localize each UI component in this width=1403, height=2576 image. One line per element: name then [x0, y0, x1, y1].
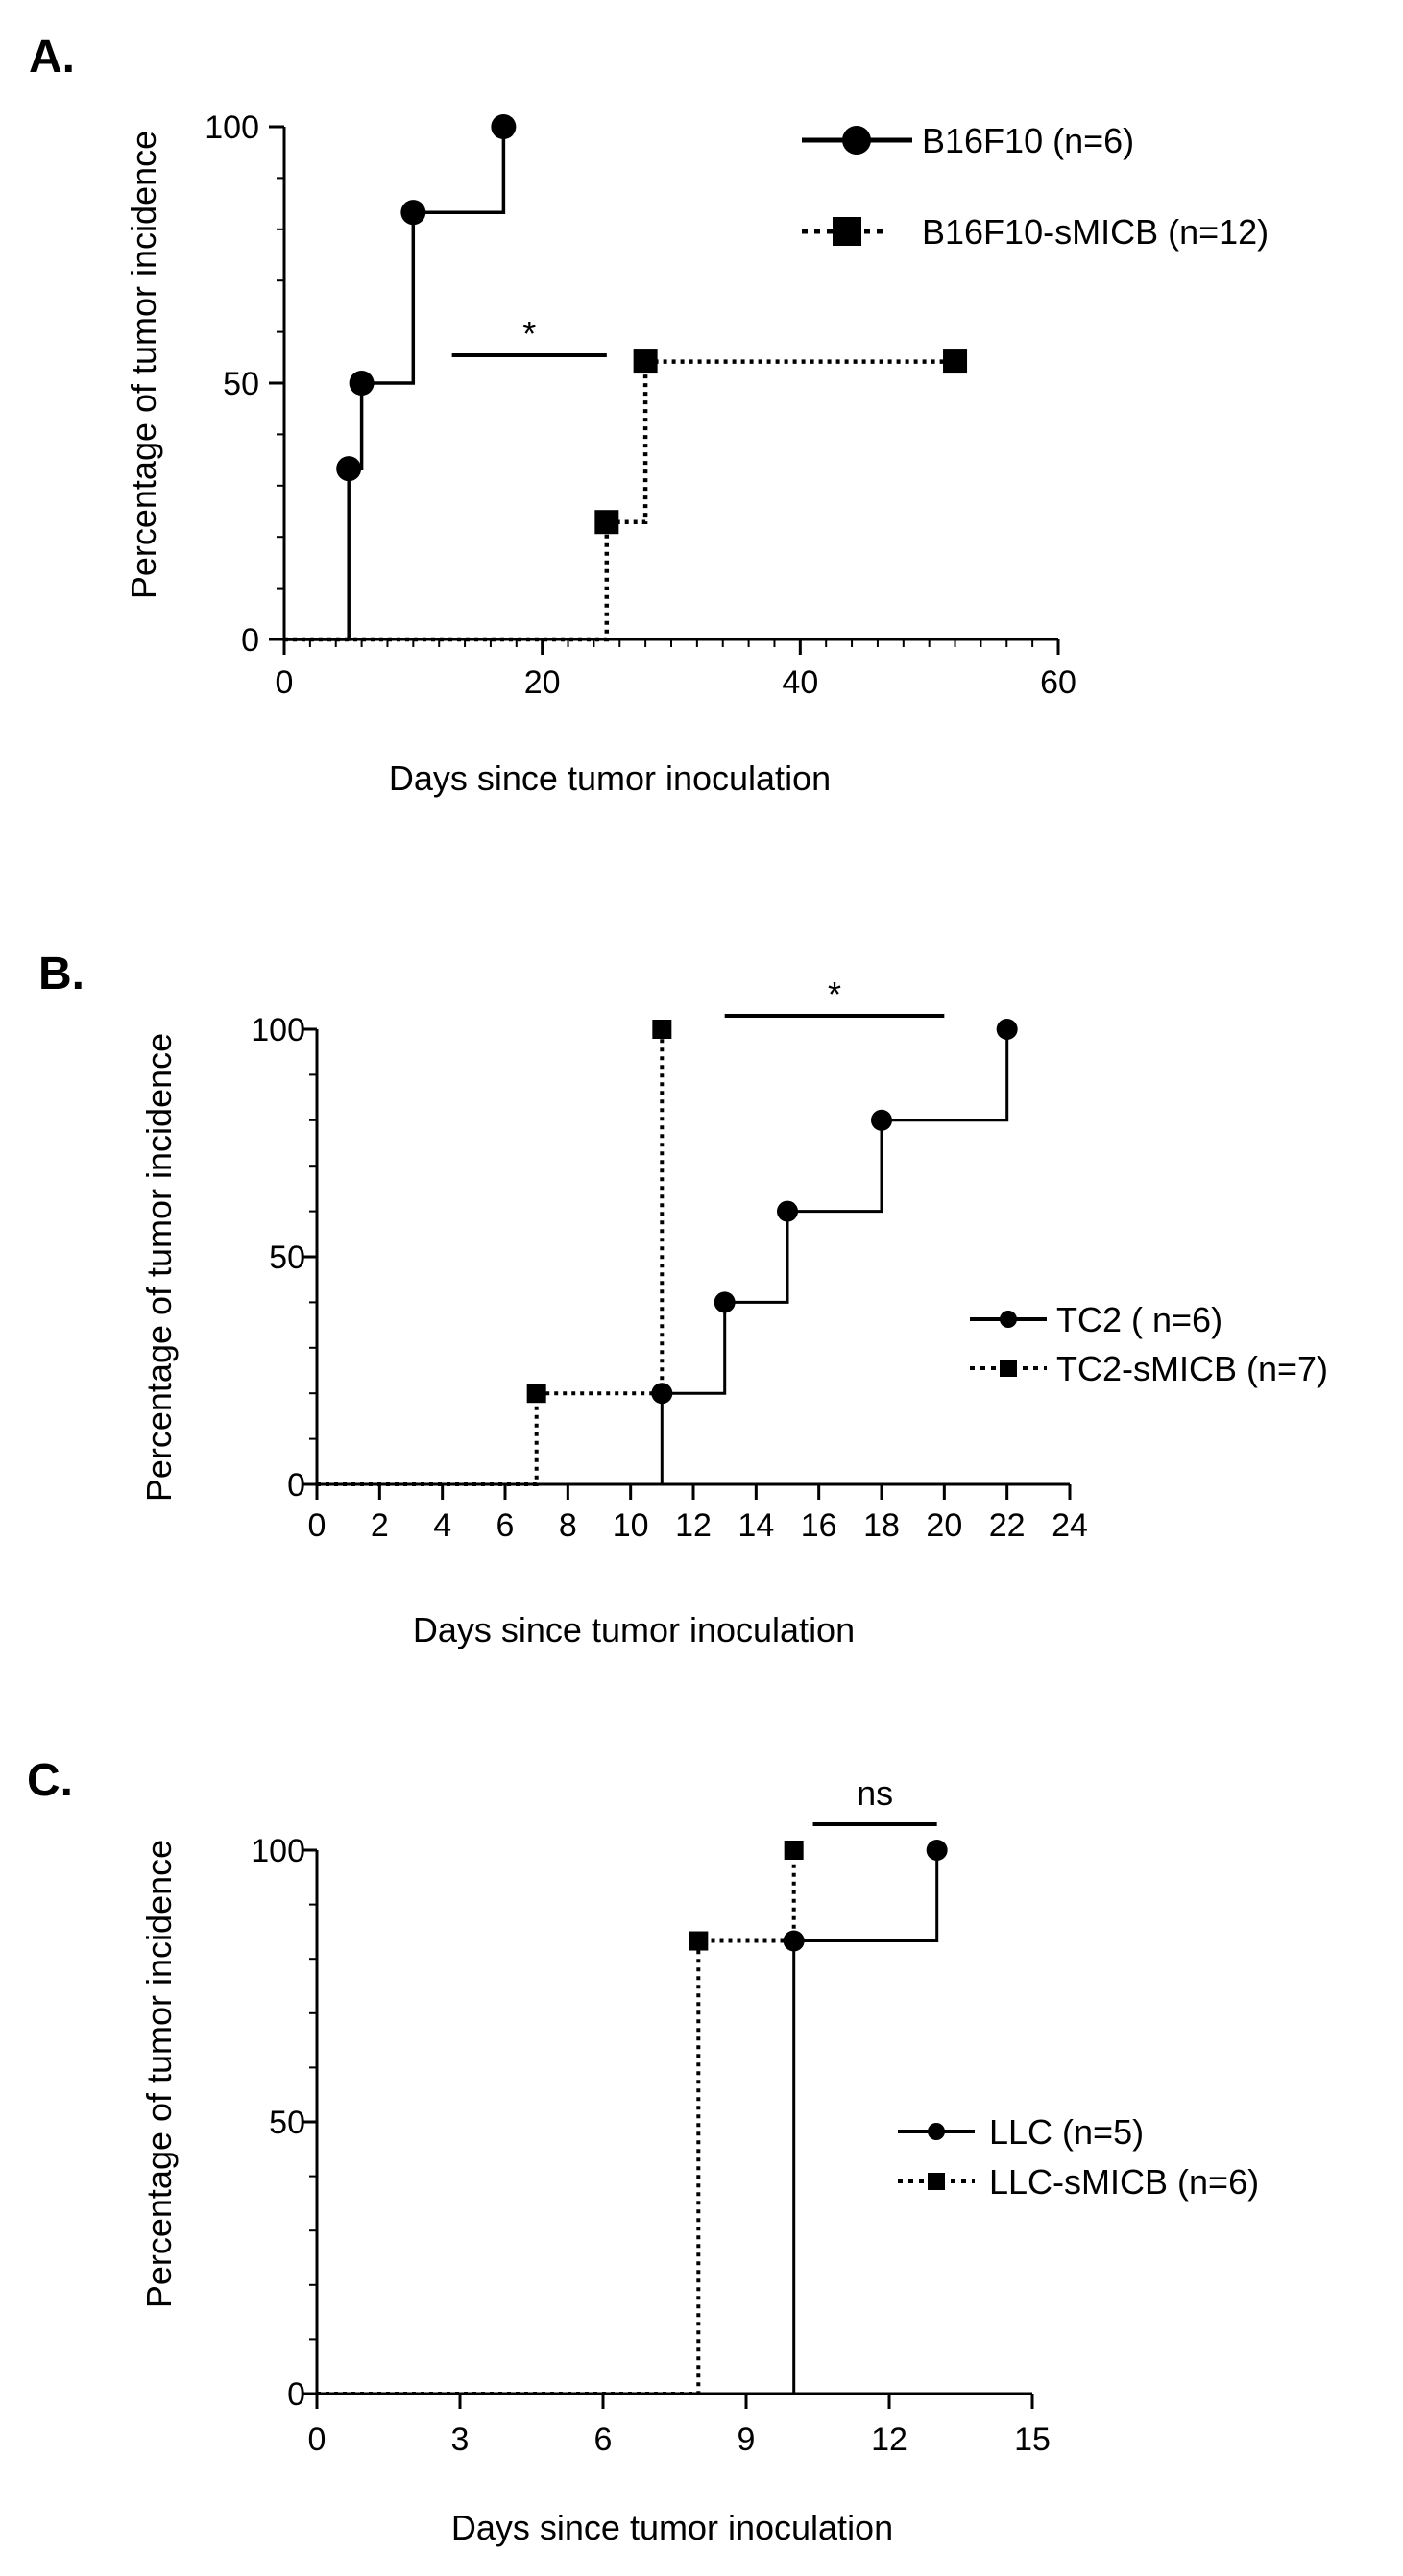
- panel-b-legend: TC2 ( n=6) TC2-sMICB (n=7): [970, 1300, 1328, 1388]
- panel-c-x-axis-title: Days since tumor inoculation: [451, 2508, 893, 2547]
- panel-a-y-tick-label: 100: [205, 109, 259, 146]
- panel-b-y-tick-label: 50: [269, 1240, 305, 1276]
- panel-b-legend-label-1: TC2-sMICB (n=7): [1056, 1349, 1328, 1388]
- panel-a-series-1-point: [633, 349, 658, 374]
- panel-a-x-tick-label: 20: [524, 664, 561, 701]
- panel-a-series-1-point: [594, 510, 619, 535]
- panel-b-x-tick-label: 16: [801, 1507, 837, 1544]
- panel-c-y-tick-label: 50: [269, 2105, 305, 2141]
- panel-a-x-tick-label: 60: [1040, 664, 1076, 701]
- panel-c-axes: 0 50 100 0 3 6 9 12 15: [251, 1833, 1051, 2458]
- panel-a-letter: A.: [29, 32, 75, 83]
- panel-c-legend-marker-0: [928, 2123, 945, 2140]
- panel-c-x-tick-label: 3: [451, 2421, 470, 2458]
- panel-c-legend-marker-1: [928, 2173, 945, 2190]
- panel-b-series-0-point: [871, 1109, 892, 1131]
- panel-c-series-1-point: [689, 1931, 709, 1951]
- panel-c-series-1-point: [784, 1841, 804, 1860]
- panel-b-series-0-point: [651, 1383, 673, 1405]
- panel-a-legend: B16F10 (n=6) B16F10-sMICB (n=12): [802, 121, 1269, 252]
- panel-b-x-tick-label: 24: [1052, 1507, 1088, 1544]
- panel-a-y-tick-label: 50: [223, 366, 259, 402]
- panel-a-x-axis-title: Days since tumor inoculation: [389, 758, 831, 798]
- panel-b-series-1-point: [526, 1384, 546, 1404]
- panel-c-y-tick-label: 100: [251, 1833, 305, 1869]
- panel-c-letter: C.: [27, 1755, 73, 1806]
- panel-b-series-0-point: [996, 1019, 1018, 1040]
- panel-a-legend-label-1: B16F10-sMICB (n=12): [922, 212, 1269, 252]
- panel-c-plot: [317, 1840, 948, 2395]
- panel-b-x-tick-label: 8: [559, 1507, 577, 1544]
- panel-b-legend-marker-1: [1000, 1360, 1017, 1377]
- panel-a-y-tick-label: 0: [241, 622, 259, 659]
- panel-c-series-0-point: [783, 1930, 805, 1952]
- panel-a-significance: *: [451, 314, 607, 357]
- panel-c-y-tick-label: 0: [287, 2376, 305, 2413]
- panel-a-x-tick-label: 0: [276, 664, 294, 701]
- panel-b-legend-label-0: TC2 ( n=6): [1056, 1300, 1222, 1339]
- panel-c-significance: ns: [812, 1773, 937, 1826]
- panel-b-plot: [317, 1019, 1018, 1486]
- panel-c-legend-label-0: LLC (n=5): [989, 2112, 1144, 2152]
- panel-b-series-0-point: [777, 1200, 798, 1222]
- panel-b-y-axis-title: Percentage of tumor incidence: [139, 1033, 179, 1502]
- panel-b: B. Percentage of tumor incidence Days si…: [38, 949, 1328, 1649]
- panel-b-legend-marker-0: [1000, 1311, 1017, 1328]
- panel-c-x-tick-label: 9: [738, 2421, 756, 2458]
- panel-b-x-tick-label: 12: [675, 1507, 712, 1544]
- panel-a-plot: [284, 114, 968, 642]
- panel-c-x-tick-label: 12: [871, 2421, 907, 2458]
- panel-c-x-tick-label: 0: [308, 2421, 327, 2458]
- panel-c-legend-label-1: LLC-sMICB (n=6): [989, 2162, 1259, 2202]
- panel-a-significance-label: *: [522, 314, 536, 353]
- panel-c-x-tick-label: 15: [1014, 2421, 1051, 2458]
- panel-a-series-0-point: [349, 371, 375, 396]
- panel-a-legend-marker-1: [833, 217, 861, 246]
- panel-a-series-0-point: [336, 456, 362, 482]
- panel-b-x-tick-label: 20: [926, 1507, 962, 1544]
- panel-b-x-tick-label: 22: [989, 1507, 1026, 1544]
- panel-b-series-0-line: [317, 1029, 1009, 1486]
- panel-b-x-tick-label: 18: [863, 1507, 900, 1544]
- panel-a-series-0-point: [400, 200, 426, 226]
- panel-b-y-tick-label: 100: [251, 1012, 305, 1048]
- panel-c-significance-label: ns: [857, 1773, 893, 1813]
- panel-b-x-axis-title: Days since tumor inoculation: [413, 1610, 855, 1649]
- panel-a-y-axis-title: Percentage of tumor incidence: [124, 131, 163, 599]
- panel-b-x-tick-label: 2: [371, 1507, 389, 1544]
- panel-a-series-1-line: [284, 359, 955, 642]
- panel-b-series-0-point: [714, 1291, 736, 1313]
- panel-a-legend-label-0: B16F10 (n=6): [922, 121, 1134, 160]
- panel-a-x-tick-label: 40: [782, 664, 818, 701]
- panel-b-x-tick-label: 4: [433, 1507, 451, 1544]
- panel-c-y-axis-title: Percentage of tumor incidence: [139, 1840, 179, 2308]
- panel-b-x-tick-label: 6: [496, 1507, 515, 1544]
- panel-b-letter: B.: [38, 949, 85, 999]
- panel-b-significance: *: [724, 975, 945, 1018]
- panel-a-series-1-point: [943, 349, 968, 374]
- panel-b-series-1-point: [652, 1020, 672, 1039]
- panel-a-axes: 0 50 100 0 20 40 60: [205, 109, 1076, 701]
- panel-c-legend: LLC (n=5) LLC-sMICB (n=6): [898, 2112, 1259, 2202]
- panel-a-legend-marker-0: [842, 126, 871, 155]
- panel-b-y-tick-label: 0: [287, 1467, 305, 1504]
- panel-a: A. Percentage of tumor incidence Days si…: [29, 32, 1269, 798]
- panel-b-x-tick-label: 10: [613, 1507, 649, 1544]
- panel-c-series-0-point: [926, 1840, 948, 1861]
- panel-a-series-0-point: [491, 114, 517, 139]
- panel-c: C. Percentage of tumor incidence Days si…: [27, 1755, 1259, 2547]
- panel-b-significance-label: *: [828, 975, 841, 1014]
- panel-b-x-tick-label: 14: [738, 1507, 774, 1544]
- panel-b-x-tick-label: 0: [308, 1507, 327, 1544]
- panel-c-x-tick-label: 6: [594, 2421, 613, 2458]
